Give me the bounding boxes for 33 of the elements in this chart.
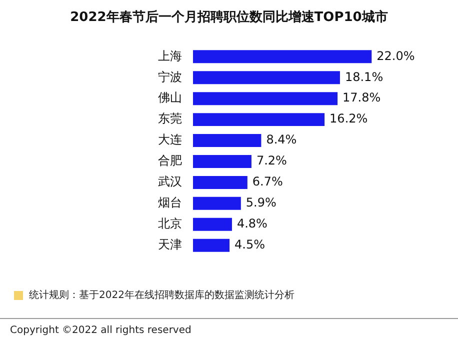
data-label: 5.9%: [246, 196, 276, 210]
bar: [193, 113, 325, 126]
y-tick-label: 烟台: [158, 196, 182, 210]
bar: [193, 176, 248, 189]
bar: [193, 134, 262, 148]
bar: [193, 50, 372, 64]
text: 统计规则：基于2022年在线招聘数据库的数据监测统计分析: [29, 288, 294, 302]
bar: [193, 218, 232, 231]
y-tick-label: 武汉: [158, 174, 182, 189]
bar: [193, 154, 252, 168]
y-tick-label: 佛山: [158, 90, 182, 105]
y-tick-label: 大连: [158, 132, 182, 147]
y-tick-label: 合肥: [158, 154, 182, 168]
y-tick-label: 宁波: [158, 70, 182, 84]
data-label: 6.7%: [252, 174, 283, 189]
text: Copyright ©2022 all rights reserved: [10, 325, 192, 336]
y-tick-label: 上海: [158, 48, 182, 63]
bar: [193, 92, 338, 106]
bar: [193, 238, 230, 252]
y-tick-label: 北京: [158, 216, 182, 230]
data-label: 4.8%: [236, 216, 268, 230]
bar: [193, 196, 241, 210]
data-label: 8.4%: [266, 132, 297, 147]
chart-title: 2022年春节后一个月招聘职位数同比增速TOP10城市: [69, 8, 389, 26]
data-label: 16.2%: [330, 112, 368, 126]
data-label: 17.8%: [342, 90, 381, 105]
y-tick-label: 东莞: [158, 112, 182, 126]
bar: [193, 71, 340, 84]
data-label: 7.2%: [256, 154, 287, 168]
y-tick-label: 天津: [158, 237, 182, 252]
data-label: 22.0%: [376, 48, 415, 63]
data-label: 4.5%: [234, 237, 266, 252]
data-label: 18.1%: [344, 70, 384, 84]
